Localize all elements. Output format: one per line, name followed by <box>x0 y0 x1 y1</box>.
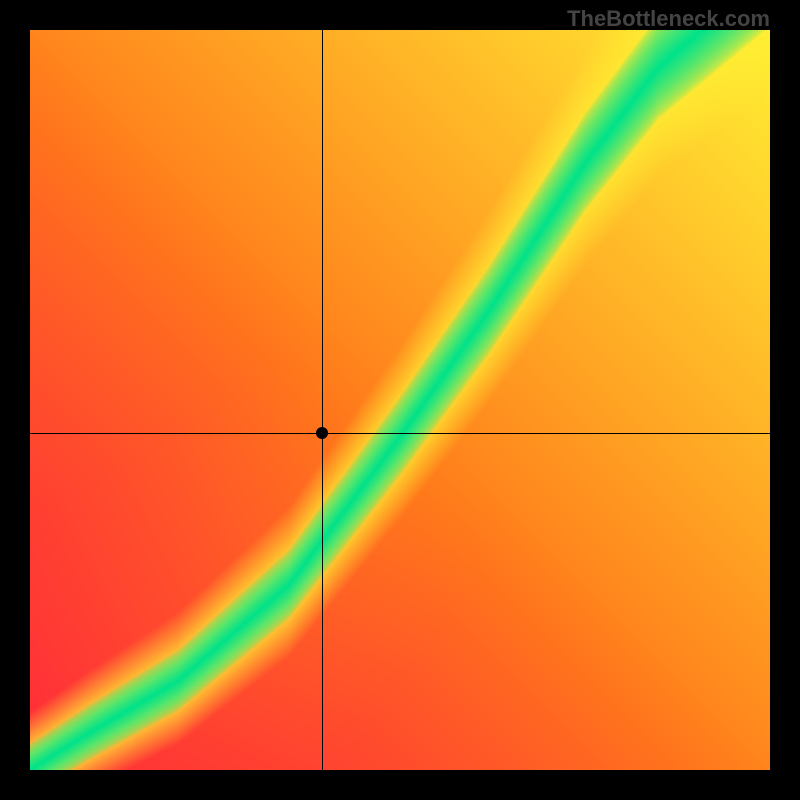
heatmap-canvas <box>30 30 770 770</box>
watermark-text: TheBottleneck.com <box>567 6 770 32</box>
crosshair-vertical <box>322 30 323 770</box>
chart-container: TheBottleneck.com <box>0 0 800 800</box>
plot-area <box>30 30 770 770</box>
marker-dot <box>316 427 328 439</box>
crosshair-horizontal <box>30 433 770 434</box>
